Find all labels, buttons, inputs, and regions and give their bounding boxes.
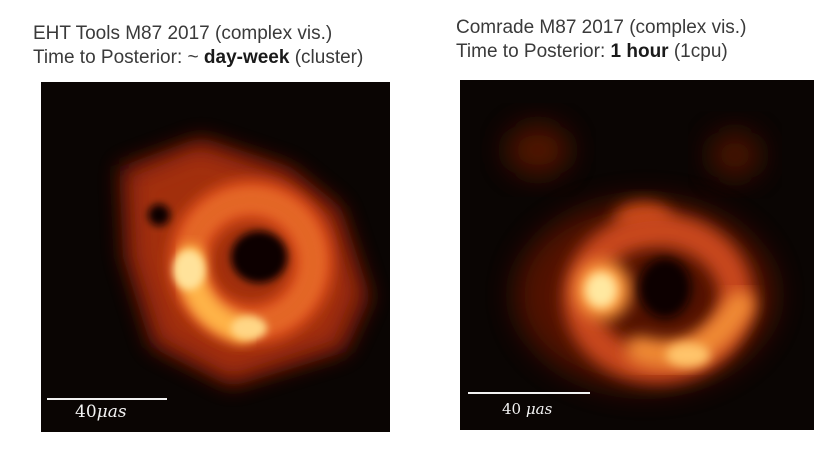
left-scalebar-label: 40μas [75, 402, 127, 422]
right-scalebar-number: 40 [502, 400, 522, 418]
right-time-prefix: Time to Posterior: [456, 41, 611, 62]
comrade-black-hole-render [506, 124, 775, 390]
right-scalebar [468, 392, 590, 394]
right-time-value: 1 hour [610, 41, 669, 62]
left-time-suffix: (cluster) [289, 47, 364, 68]
left-title-line2: Time to Posterior: ~ day-week (cluster) [33, 46, 363, 70]
left-scalebar [47, 398, 167, 400]
left-scalebar-unit: μas [96, 402, 127, 422]
right-title-line2: Time to Posterior: 1 hour (1cpu) [456, 40, 746, 64]
right-panel-caption: Comrade M87 2017 (complex vis.) Time to … [456, 16, 746, 64]
right-scalebar-unit: μas [525, 400, 553, 418]
left-time-prefix: Time to Posterior: ~ [33, 47, 204, 68]
eht-tools-image: 40μas [41, 82, 390, 432]
comrade-image: 40 μas [460, 80, 814, 430]
left-time-value: day-week [203, 47, 290, 68]
right-time-suffix: (1cpu) [668, 41, 728, 62]
right-scalebar-label: 40 μas [502, 400, 552, 418]
eht-tools-black-hole-render [119, 137, 371, 387]
right-title-line1: Comrade M87 2017 (complex vis.) [456, 17, 747, 38]
left-panel-caption: EHT Tools M87 2017 (complex vis.) Time t… [33, 22, 363, 70]
left-scalebar-number: 40 [75, 402, 97, 422]
left-title-line1: EHT Tools M87 2017 (complex vis.) [33, 23, 333, 44]
